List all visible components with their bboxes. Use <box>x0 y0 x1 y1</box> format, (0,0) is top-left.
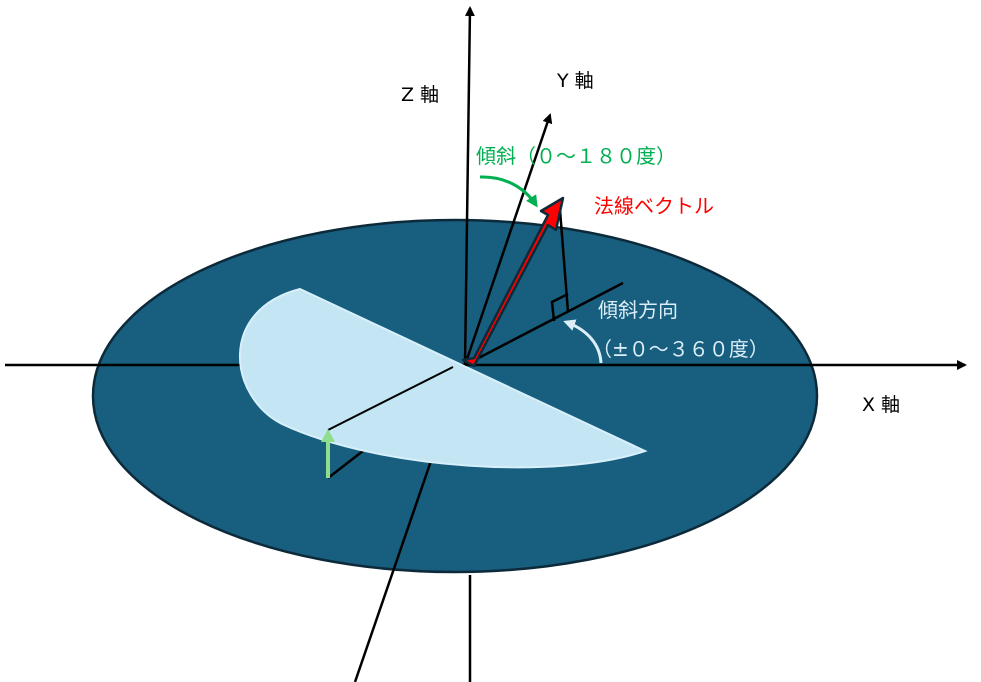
tilt-curved-arrow <box>479 175 538 208</box>
tilt-direction-label: 傾斜方向 <box>598 298 678 322</box>
tilt-label: 傾斜（０～１８０度） <box>476 144 676 168</box>
small-up-arrow-head <box>321 429 335 442</box>
z-axis <box>463 6 475 366</box>
y-axis-negative <box>353 457 434 682</box>
normal-vector-label: 法線ベクトル <box>594 194 714 218</box>
y-axis <box>463 113 553 366</box>
z-axis-label: Z 軸 <box>401 84 440 106</box>
right-angle-marker <box>550 292 569 322</box>
half-plane-dip-line <box>327 366 454 431</box>
tilt-direction-line <box>464 281 624 367</box>
tilt-direction-curved-arrow <box>563 319 603 364</box>
x-axis-label: X 軸 <box>862 394 901 416</box>
y-axis-label: Y 軸 <box>557 70 594 92</box>
tilt-direction-range-label: （±０～３６０度） <box>592 337 769 361</box>
normal-vector-arrow <box>461 196 565 368</box>
